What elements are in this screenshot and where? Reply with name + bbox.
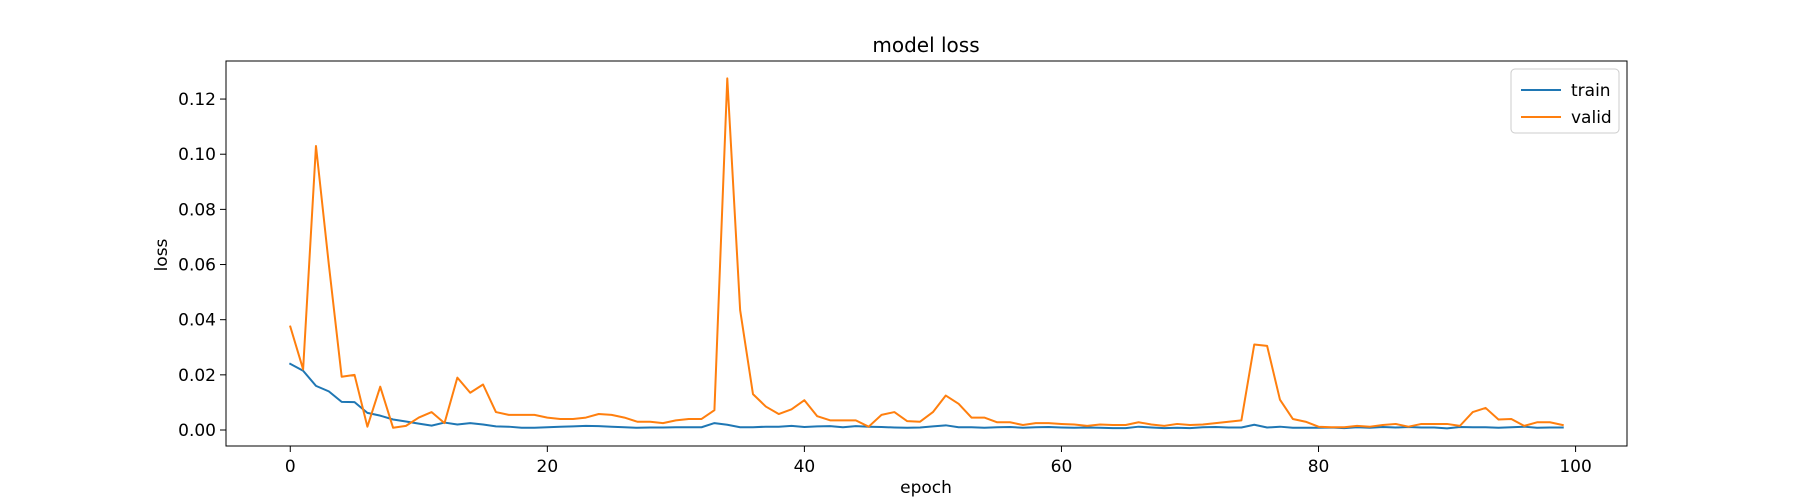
series-line-train [288, 362, 1564, 430]
y-axis-label: loss [152, 238, 172, 271]
x-tick-label: 40 [794, 457, 816, 477]
series-lines [288, 77, 1564, 430]
y-tick-label: 0.10 [178, 145, 216, 165]
plot-frame [225, 60, 1628, 447]
y-tick-label: 0.08 [178, 200, 216, 220]
x-axis-label: epoch [900, 478, 952, 498]
x-tick-label: 60 [1051, 457, 1073, 477]
y-tick-label: 0.06 [178, 256, 216, 276]
x-axis: 0 20 40 60 80 100 [285, 446, 1592, 477]
x-tick-label: 20 [537, 457, 559, 477]
y-tick-label: 0.04 [178, 311, 216, 331]
y-tick-label: 0.02 [178, 366, 216, 386]
x-tick-label: 80 [1308, 457, 1330, 477]
series-line-valid [289, 77, 1564, 429]
legend: train valid [1510, 68, 1620, 134]
legend-label-train: train [1571, 81, 1611, 101]
legend-label-valid: valid [1571, 108, 1612, 128]
chart-title: model loss [872, 33, 979, 57]
x-tick-label: 100 [1559, 457, 1591, 477]
plot-area: 0 20 40 60 80 100 0.00 0.02 0.04 0.06 0.08 0.10 0.1… [178, 60, 1628, 477]
y-tick-label: 0.12 [178, 90, 216, 110]
y-tick-label: 0.00 [178, 421, 216, 441]
y-axis: 0.00 0.02 0.04 0.06 0.08 0.10 0.12 [178, 90, 226, 441]
x-tick-label: 0 [285, 457, 296, 477]
